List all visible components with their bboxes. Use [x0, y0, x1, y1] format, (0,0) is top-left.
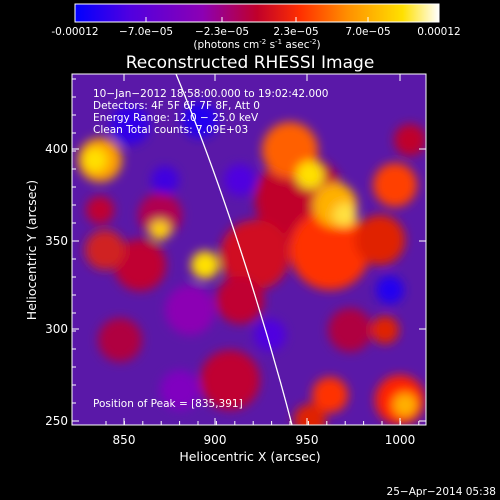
intensity-blob [290, 210, 370, 290]
intensity-blob [312, 377, 348, 413]
y-tick-label-300: 300 [45, 322, 68, 336]
intensity-blob [114, 239, 166, 291]
intensity-blob [373, 163, 417, 207]
colorbar-tick-label-5: 0.00012 [417, 26, 460, 38]
peak-position-label: Position of Peak = [835,391] [93, 398, 243, 410]
intensity-blob [393, 393, 417, 417]
intensity-blob [200, 350, 260, 410]
intensity-blob [151, 166, 179, 194]
intensity-blob [165, 285, 215, 335]
x-axis-label: Heliocentric X (arcsec) [179, 449, 320, 464]
info-line-1: Detectors: 4F 5F 6F 7F 8F, Att 0 [93, 100, 260, 112]
footer-date: 25−Apr−2014 05:38 [387, 486, 496, 498]
intensity-blob [296, 161, 324, 189]
axis-ticks [72, 74, 426, 425]
intensity-blob [220, 220, 290, 290]
x-tick-label-950: 950 [296, 433, 319, 447]
intensity-blob [85, 230, 125, 270]
colorbar-tick-label-4: 7.0e−05 [345, 26, 390, 38]
intensity-blob [191, 251, 219, 279]
colorbar-tick-label-2: −2.3e−05 [195, 26, 249, 38]
intensity-blob [328, 308, 372, 352]
info-line-2: Energy Range: 12.0 − 25.0 keV [93, 112, 259, 124]
plot-title: Reconstructed RHESSI Image [126, 53, 375, 73]
colorbar-unit-label: (photons cm-2 s-1 asec-2) [193, 38, 320, 51]
colorbar-ticks [74, 17, 440, 22]
intensity-blob [160, 370, 200, 410]
observation-info: 10−Jan−2012 18:58:00.000 to 19:02:42.000… [93, 88, 329, 136]
intensity-blob [394, 124, 426, 156]
x-tick-label-850: 850 [113, 433, 136, 447]
y-tick-label-350: 350 [45, 234, 68, 248]
info-line-0: 10−Jan−2012 18:58:00.000 to 19:02:42.000 [93, 88, 329, 100]
x-tick-label-1000: 1000 [385, 433, 416, 447]
intensity-blob [150, 220, 170, 240]
intensity-blob [371, 316, 399, 344]
x-tick-label-900: 900 [204, 433, 227, 447]
intensity-blob [376, 276, 404, 304]
solar-image [72, 74, 426, 425]
colorbar: -0.00012 −7.0e−05 −2.3e−05 2.3e−05 7.0e−… [51, 3, 461, 51]
intensity-blob [355, 215, 405, 265]
colorbar-tick-label-3: 2.3e−05 [273, 26, 318, 38]
y-tick-label-250: 250 [45, 414, 68, 428]
y-axis-label: Heliocentric Y (arcsec) [24, 180, 39, 320]
intensity-blob [98, 318, 142, 362]
intensity-blob [333, 203, 357, 227]
colorbar-gradient [74, 3, 440, 23]
colorbar-tick-label-0: -0.00012 [51, 26, 98, 38]
intensity-blob [83, 148, 107, 172]
intensity-blob [86, 196, 114, 224]
plot-frame [71, 73, 427, 426]
intensity-blob [224, 164, 256, 196]
intensity-blob [138, 193, 182, 237]
colorbar-tick-label-1: −7.0e−05 [119, 26, 173, 38]
info-line-3: Clean Total counts: 7.09E+03 [93, 124, 248, 136]
y-tick-label-400: 400 [45, 142, 68, 156]
intensity-blob [110, 105, 150, 145]
intensity-blob [294, 404, 326, 425]
solar-limb-line [175, 74, 293, 425]
intensity-blob [254, 319, 286, 351]
